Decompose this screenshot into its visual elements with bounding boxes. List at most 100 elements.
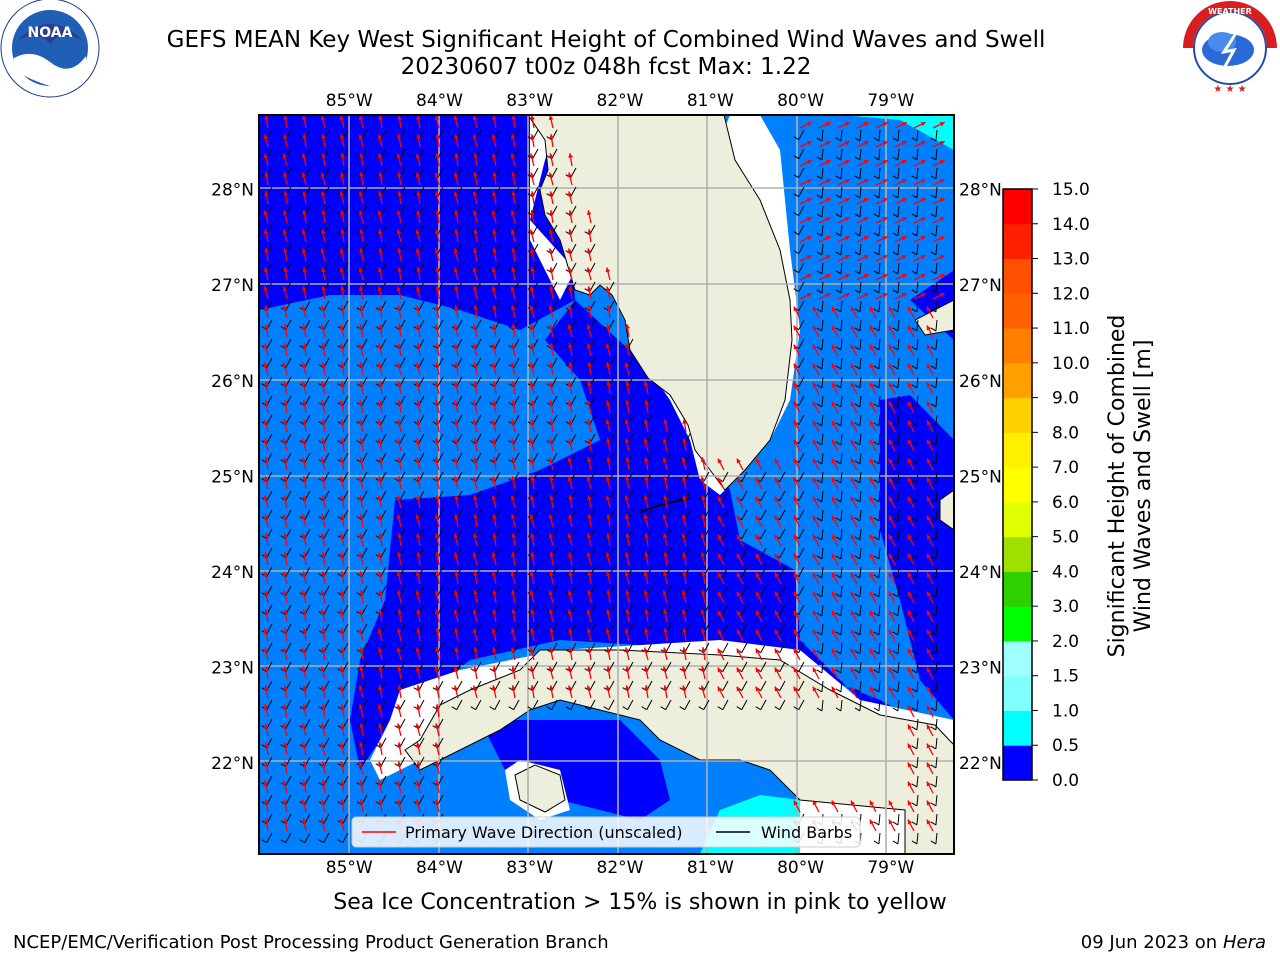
- wave-arrowhead: [793, 553, 799, 559]
- wave-arrowhead: [321, 628, 326, 633]
- wave-arrowhead: [530, 476, 536, 481]
- wind-barb-flag: [470, 155, 476, 160]
- wave-arrowhead: [812, 496, 818, 502]
- wind-barb: [722, 471, 729, 482]
- wave-arrowhead: [717, 629, 723, 635]
- wave-arrowhead: [435, 761, 440, 766]
- wave-arrowhead: [831, 648, 837, 654]
- wind-barb-flag: [854, 156, 861, 161]
- wave-arrowhead: [926, 344, 932, 350]
- wave-arrowhead: [850, 439, 856, 445]
- wind-barb: [916, 547, 919, 559]
- wave-arrowhead: [644, 685, 650, 690]
- wave-arrowhead: [643, 457, 649, 463]
- wind-barb: [878, 414, 881, 426]
- wave-arrowhead: [939, 274, 945, 279]
- wave-arrowhead: [806, 274, 812, 279]
- wind-barb-flag: [261, 250, 267, 255]
- wind-barb: [760, 585, 767, 596]
- wind-barb: [878, 433, 881, 445]
- wave-arrowhead: [378, 324, 383, 329]
- wave-arrowhead: [939, 293, 945, 298]
- wave-arrowhead: [926, 800, 932, 806]
- wave-arrowhead: [339, 134, 345, 140]
- wind-barb-flag: [527, 706, 533, 711]
- wave-arrowhead: [264, 666, 269, 671]
- wave-arrowhead: [378, 248, 384, 253]
- wind-barb: [821, 585, 824, 597]
- wave-arrowhead: [283, 115, 288, 120]
- wind-barb: [779, 471, 786, 482]
- wind-barb: [935, 224, 938, 236]
- wave-arrowhead: [605, 286, 611, 292]
- wave-arrowhead: [888, 686, 894, 692]
- wind-barb-flag: [854, 213, 861, 218]
- wave-arrowhead: [863, 122, 869, 127]
- wave-arrowhead: [831, 629, 837, 635]
- wind-barb-flag: [930, 460, 937, 465]
- wave-arrowhead: [377, 476, 383, 482]
- wave-arrowhead: [378, 305, 383, 310]
- wave-arrowhead: [491, 552, 497, 558]
- wave-arrowhead: [377, 438, 383, 444]
- wave-arrowhead: [358, 609, 364, 615]
- wave-arrowhead: [264, 799, 269, 804]
- wave-arrowhead: [339, 609, 345, 615]
- wind-barb-flag: [835, 612, 842, 617]
- wave-arrowhead: [907, 648, 913, 654]
- wave-arrowhead: [264, 818, 269, 823]
- wind-barb: [821, 243, 824, 255]
- wave-arrowhead: [812, 344, 818, 350]
- wind-barb-flag: [660, 554, 666, 559]
- wave-arrowhead: [453, 552, 459, 558]
- wave-arrowhead: [301, 742, 307, 748]
- wind-barb-flag: [892, 517, 899, 522]
- colorbar-tick-label: 8.0: [1052, 423, 1079, 443]
- wave-arrowhead: [869, 401, 875, 407]
- wind-barb: [878, 623, 881, 635]
- wind-barb-flag: [873, 517, 880, 522]
- wind-barb-flag: [299, 478, 305, 483]
- wind-barb-flag: [660, 706, 666, 711]
- wave-arrowhead: [359, 381, 364, 386]
- wind-barb: [897, 300, 900, 312]
- wave-arrowhead: [806, 255, 812, 260]
- wave-arrowhead: [717, 496, 723, 502]
- wind-barb-flag: [930, 726, 937, 731]
- wave-arrowhead: [511, 400, 516, 405]
- wind-barb-flag: [930, 650, 937, 655]
- x-tick-label-bottom: 85°W: [326, 858, 373, 878]
- wind-barb-flag: [930, 308, 937, 313]
- wind-barb-flag: [375, 668, 381, 673]
- wind-barb-flag: [873, 175, 880, 180]
- wave-arrowhead: [850, 553, 856, 559]
- wave-arrowhead: [378, 381, 383, 386]
- wind-barb-flag: [854, 232, 861, 237]
- wave-arrowhead: [568, 495, 573, 500]
- wave-arrowhead: [793, 515, 799, 521]
- wave-arrowhead: [717, 458, 723, 464]
- wave-arrowhead: [396, 362, 402, 368]
- wind-barb-flag: [337, 725, 343, 730]
- wind-barb-flag: [816, 669, 823, 674]
- wave-arrowhead: [882, 122, 888, 127]
- wave-arrowhead: [548, 229, 554, 235]
- wave-arrowhead: [774, 686, 780, 692]
- wind-barb-flag: [816, 327, 823, 332]
- wind-barb-flag: [835, 327, 842, 332]
- wind-barb-flag: [337, 288, 343, 293]
- wave-arrowhead: [264, 115, 269, 120]
- wave-arrowhead: [529, 229, 535, 235]
- wave-arrowhead: [548, 533, 554, 539]
- wind-barb-flag: [660, 478, 666, 483]
- wave-arrowhead: [901, 274, 907, 279]
- wave-arrowhead: [302, 761, 308, 766]
- wave-arrowhead: [510, 153, 516, 159]
- wind-barb-flag: [527, 687, 533, 692]
- wind-barb-flag: [854, 669, 861, 674]
- wave-arrowhead: [907, 667, 913, 673]
- wave-arrowhead: [907, 781, 913, 787]
- wind-barb-flag: [337, 516, 343, 521]
- wave-arrowhead: [491, 476, 497, 482]
- wave-arrowhead: [491, 647, 497, 653]
